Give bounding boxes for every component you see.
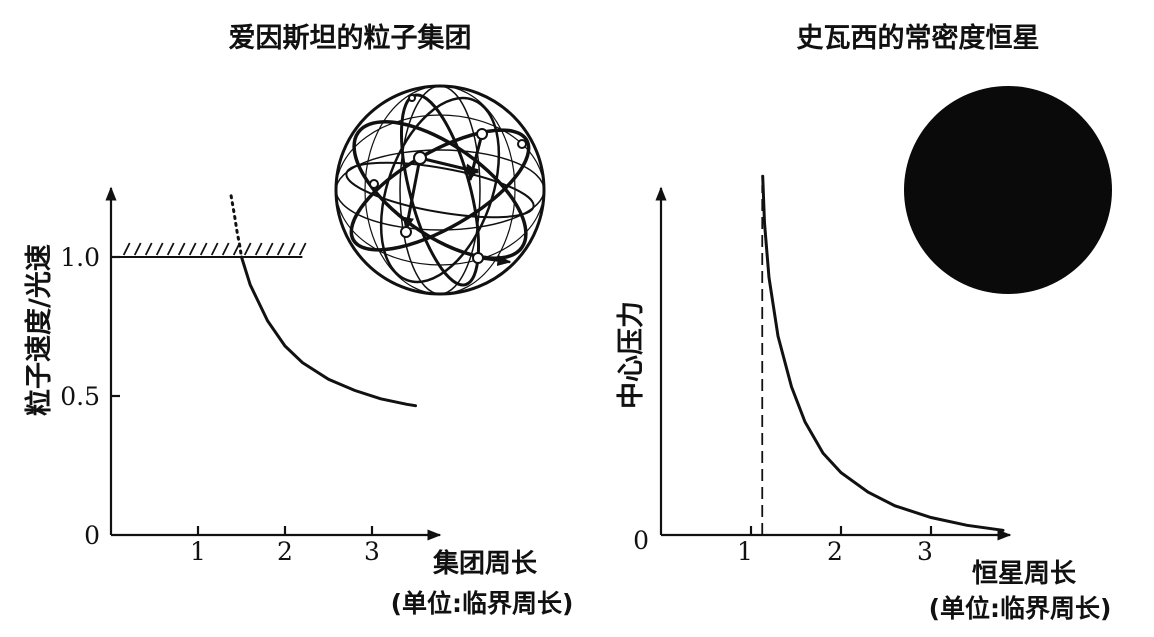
limit-hatch [221,242,230,256]
left-y-tick-label: 0 [84,521,100,550]
left-x-axis-unit: (单位:临界周长) [391,589,574,618]
limit-hatch [287,242,296,256]
limit-hatch [188,242,197,256]
limit-hatch [276,242,285,256]
left-series-solid [240,255,417,408]
limit-hatch [210,242,219,256]
limit-hatch [254,242,263,256]
right-y-tick-label: 0 [633,526,649,555]
left-x-tick-label: 1 [190,537,206,566]
limit-hatch [199,242,208,256]
limit-hatch [155,242,164,256]
left-series-dotted [229,194,243,259]
limit-hatch [177,242,186,256]
particle-cluster-sphere-icon [334,84,546,296]
limit-hatch [122,242,131,256]
right-ticks: 1 2 3 0 [633,526,933,566]
left-ticks: 1 2 3 0 0.5 1.0 [60,243,380,566]
right-curves [761,174,1005,532]
right-x-tick-label: 3 [917,537,933,566]
left-panel: 爱因斯坦的粒子集团 粒子速度/光速 集团周长 (单位:临界周长) 1 2 3 0 0.5… [23,22,573,618]
left-y-axis-label: 粒子速度/光速 [23,244,55,416]
right-x-axis-label: 恒星周长 [972,559,1077,589]
limit-hatch [298,242,307,256]
right-panel: 史瓦西的常密度恒星 中心压力 恒星周长 (单位:临界周长) 1 2 3 0 [616,22,1112,623]
right-x-tick-label: 1 [737,537,753,566]
left-speed-of-light-limit [119,242,307,258]
right-x-tick-label: 2 [827,537,843,566]
left-curves [229,194,417,408]
left-x-tick-label: 2 [277,537,293,566]
left-chart-title: 爱因斯坦的粒子集团 [229,22,472,54]
right-series-solid [761,174,1005,532]
left-x-axis-label: 集团周长 [432,548,538,579]
right-chart-title: 史瓦西的常密度恒星 [797,22,1040,54]
limit-hatch [265,242,274,256]
limit-hatch [166,242,175,256]
left-y-tick-label: 1.0 [60,243,100,272]
right-y-axis-label: 中心压力 [616,301,647,409]
left-y-tick-label: 0.5 [60,382,100,411]
dark-star-disk-icon [904,86,1112,294]
limit-hatch [243,242,252,256]
limit-hatch [133,242,142,256]
left-x-tick-label: 3 [364,537,380,566]
right-x-axis-unit: (单位:临界周长) [929,594,1112,623]
limit-hatch [144,242,153,256]
